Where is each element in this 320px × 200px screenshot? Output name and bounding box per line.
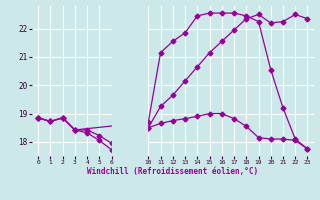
Bar	[114, 6, 146, 156]
X-axis label: Windchill (Refroidissement éolien,°C): Windchill (Refroidissement éolien,°C)	[87, 167, 258, 176]
